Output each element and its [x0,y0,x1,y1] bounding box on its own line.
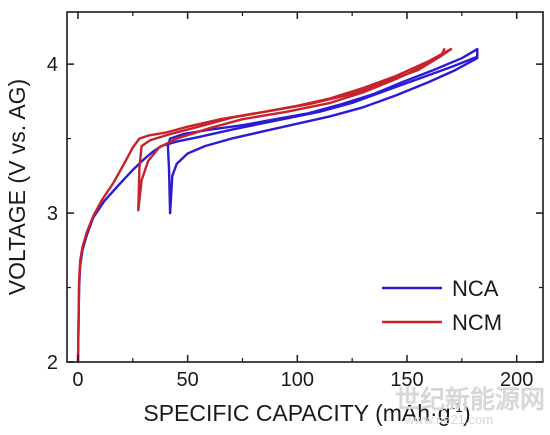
legend-label-nca: NCA [452,276,499,301]
series-nca-curve-3 [168,48,479,215]
y-axis-title: VOLTAGE (V vs. AG) [4,79,30,295]
y-tick-label: 2 [47,352,58,374]
x-tick-label: 50 [177,369,199,391]
plot-frame [66,11,544,363]
y-tick-label: 3 [47,203,58,225]
x-tick-label: 0 [72,369,83,391]
series-ncm-curve-1 [76,48,453,364]
watermark-text: 世纪新能源网 [395,385,545,414]
x-axis-title: SPECIFIC CAPACITY (mAh·g-1) [143,399,470,426]
x-tick-label: 150 [390,369,423,391]
series-ncm-curve-2 [137,48,453,212]
legend-label-ncm: NCM [452,310,502,335]
ticks [67,12,543,363]
watermark-url: www.ne21.com [404,412,493,427]
x-tick-label: 100 [281,369,314,391]
y-tick-label: 4 [47,54,58,76]
series-ncm-curve-3 [137,48,446,212]
legend: NCA NCM [382,276,502,335]
tick-labels: 0 50 100 150 200 2 3 4 [47,54,533,391]
x-tick-label: 200 [500,369,533,391]
plot-lines [76,48,479,364]
